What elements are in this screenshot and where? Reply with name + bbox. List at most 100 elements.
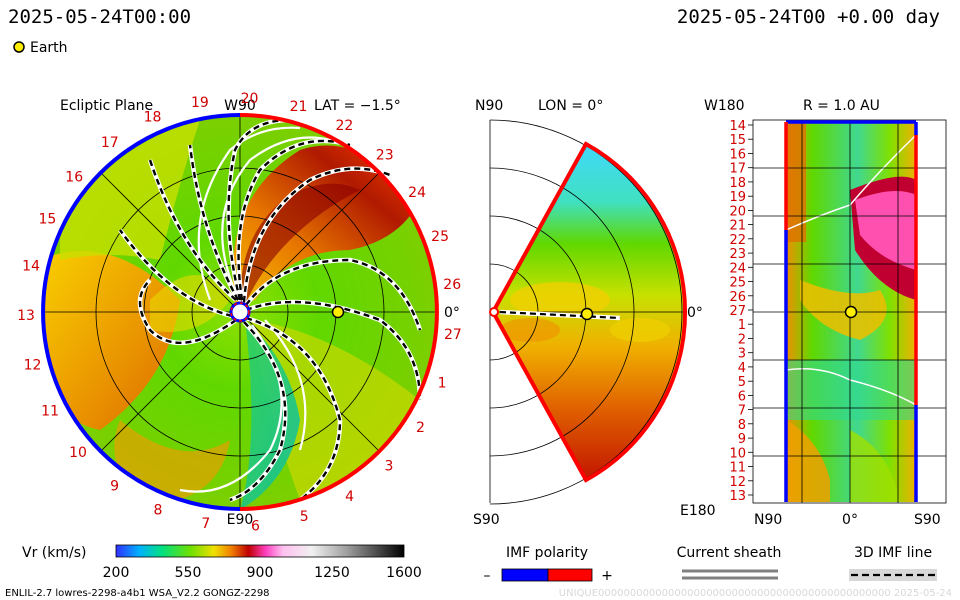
radial-row-labels: 1415161718192021222324252627123456789101… <box>729 119 753 504</box>
radial-bottom-label: E180 <box>680 503 716 519</box>
colorbar-tick-label: 900 <box>247 565 274 581</box>
radial-row-label: 6 <box>738 389 746 404</box>
ecliptic-grid <box>43 115 437 509</box>
radial-row-label: 3 <box>738 347 746 362</box>
imf-polarity-minus: – <box>484 568 491 584</box>
rotation-label: 12 <box>24 357 42 373</box>
earth-legend-label: Earth <box>30 40 68 56</box>
radial-row-label: 14 <box>729 119 746 134</box>
radial-row-label: 11 <box>729 461 746 476</box>
rotation-label: 7 <box>201 516 210 532</box>
meridional-right-label: 0° <box>687 305 703 321</box>
radial-row-label: 19 <box>729 190 746 205</box>
colorbar-tick-label: 200 <box>103 565 130 581</box>
imf-polarity-plus: + <box>601 568 613 584</box>
radial-row-label: 16 <box>729 148 746 163</box>
rotation-labels: 19 20 212223242526271234567891011121314151… <box>17 91 462 534</box>
colorbar-tick-label: 1600 <box>386 565 422 581</box>
radial-title: R = 1.0 AU <box>803 98 880 114</box>
rotation-label: 19 <box>191 95 209 111</box>
rotation-label: 8 <box>154 503 163 519</box>
footer-left: ENLIL-2.7 lowres-2298-a4b1 WSA_V2.2 GONG… <box>5 588 270 599</box>
footer-right: UNIQUE0000000000000000000000000000000000… <box>559 588 952 599</box>
radial-row-label: 9 <box>738 432 746 447</box>
colorbar: Vr (km/s) 200 550 900 1250 1600 <box>22 544 422 581</box>
radial-panel: W180 R = 1.0 AU E180 N90 0° S90 <box>680 98 947 528</box>
meridional-imf-line <box>499 310 621 320</box>
rotation-label: 18 <box>144 110 162 126</box>
radial-row-label: 26 <box>729 290 746 305</box>
polarity-positive-swatch <box>547 568 593 582</box>
colorbar-tick-label: 1250 <box>314 565 350 581</box>
rotation-label: 20 <box>241 91 259 107</box>
rotation-label: 13 <box>17 308 35 324</box>
rotation-label: 10 <box>69 445 87 461</box>
rotation-label: 22 <box>335 118 353 134</box>
current-sheath-label: Current sheath <box>677 545 782 561</box>
imf-line-label: 3D IMF line <box>854 545 932 561</box>
rotation-label: 11 <box>41 404 59 420</box>
rotation-label: 24 <box>408 185 426 201</box>
ecliptic-lat: LAT = −1.5° <box>314 98 401 114</box>
radial-x-left: N90 <box>754 512 782 528</box>
radial-top-label: W180 <box>704 98 745 114</box>
radial-row-label: 2 <box>738 333 746 348</box>
colorbar-ticks: 200 550 900 1250 1600 <box>103 565 422 581</box>
radial-x-mid: 0° <box>842 512 858 528</box>
rotation-label: 23 <box>376 147 394 163</box>
meridional-boundary <box>490 141 688 483</box>
radial-row-label: 8 <box>738 418 746 433</box>
imf-polarity-label: IMF polarity <box>506 545 588 561</box>
earth-marker-radial <box>844 305 858 319</box>
radial-row-label: 15 <box>729 133 746 148</box>
earth-marker-ecliptic <box>331 305 345 319</box>
rotation-label: 1 <box>438 375 447 391</box>
ecliptic-top-label: W90 <box>224 98 256 114</box>
radial-x-right: S90 <box>914 512 941 528</box>
ecliptic-bottom-label: E90 <box>227 512 254 528</box>
ecliptic-boundary-negative <box>41 113 241 511</box>
rotation-label: 6 <box>251 518 260 534</box>
radial-row-label: 18 <box>729 176 746 191</box>
radial-row-label: 13 <box>729 489 746 504</box>
rotation-label: 15 <box>38 212 56 228</box>
rotation-label: 16 <box>65 170 83 186</box>
earth-legend-icon <box>13 41 25 53</box>
radial-row-label: 7 <box>738 404 746 419</box>
rotation-label: 14 <box>22 259 40 275</box>
ecliptic-boundary-positive <box>239 113 439 511</box>
meridional-top-label: N90 <box>475 98 503 114</box>
radial-row-label: 10 <box>729 446 746 461</box>
radial-row-label: 23 <box>729 247 746 262</box>
imf-polarity-legend: IMF polarity – + <box>484 545 613 584</box>
radial-row-label: 1 <box>738 318 746 333</box>
rotation-label: 9 <box>110 478 119 494</box>
current-sheath-legend: Current sheath <box>677 545 782 580</box>
colorbar-label: Vr (km/s) <box>22 545 86 561</box>
rotation-label: 5 <box>300 509 309 525</box>
polarity-negative-swatch <box>501 568 549 582</box>
header-left-time: 2025-05-24T00:00 <box>8 6 191 28</box>
rotation-label: 21 <box>290 99 308 115</box>
colorbar-gradient <box>115 544 405 558</box>
radial-row-label: 12 <box>729 475 746 490</box>
ecliptic-panel: Ecliptic Plane LAT = −1.5° W90 E90 0° <box>17 91 462 534</box>
meridional-panel: N90 LON = 0° S90 0° <box>473 98 703 528</box>
imf-line-legend: 3D IMF line <box>849 545 937 581</box>
rotation-label: 4 <box>345 489 354 505</box>
meridional-title: LON = 0° <box>538 98 603 114</box>
ecliptic-imf-lines <box>118 117 423 503</box>
ecliptic-title: Ecliptic Plane <box>60 98 153 114</box>
radial-row-label: 22 <box>729 233 746 248</box>
radial-row-label: 4 <box>738 361 746 376</box>
radial-row-label: 21 <box>729 219 746 234</box>
rotation-label: 17 <box>101 135 119 151</box>
radial-row-label: 5 <box>738 375 746 390</box>
earth-marker-meridional <box>580 307 594 321</box>
header-right-time: 2025-05-24T00 +0.00 day <box>677 6 940 28</box>
rotation-label: 25 <box>431 229 449 245</box>
meridional-sun-marker <box>489 307 499 317</box>
rotation-label: 3 <box>385 459 394 475</box>
radial-row-label: 20 <box>729 204 746 219</box>
